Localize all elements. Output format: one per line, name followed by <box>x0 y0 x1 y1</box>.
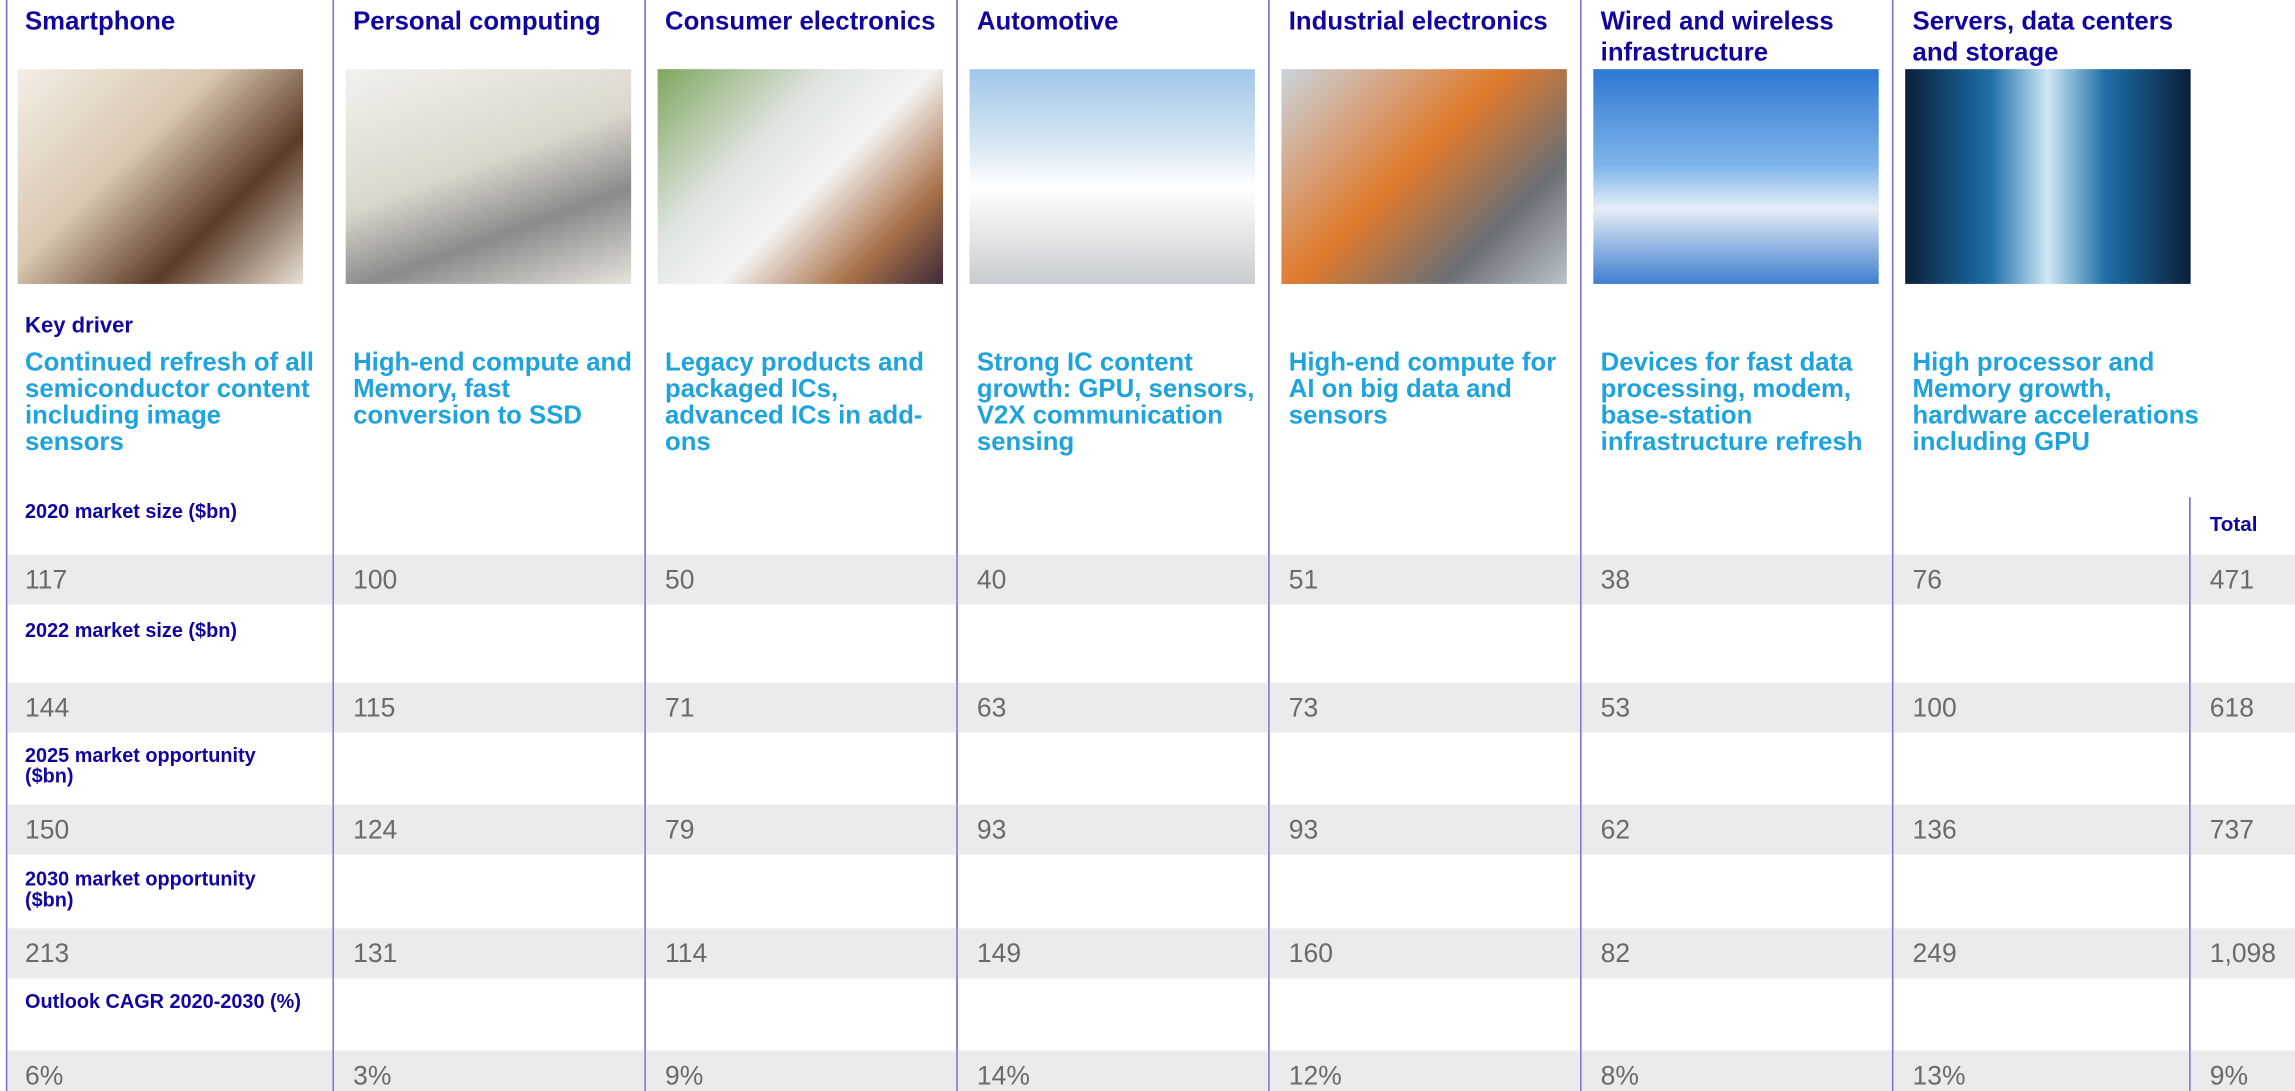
column-title: Servers, data centers and storage <box>1913 6 2215 68</box>
cell-value: 1,098 <box>2210 928 2276 978</box>
row-band <box>6 555 2295 605</box>
key-driver: High processor and Memory growth, hardwa… <box>1913 349 2207 455</box>
cell-value: 12% <box>1289 1050 1342 1091</box>
column-title: Industrial electronics <box>1289 6 1591 37</box>
cell-value: 50 <box>665 555 694 605</box>
cell-value: 82 <box>1601 928 1630 978</box>
key-driver: Strong IC content growth: GPU, sensors, … <box>977 349 1271 455</box>
column-title: Automotive <box>977 6 1279 37</box>
column-divider <box>332 0 333 1091</box>
cell-value: 160 <box>1289 928 1333 978</box>
column-image <box>1905 69 2190 284</box>
cell-value: 93 <box>977 805 1006 855</box>
column-divider <box>1892 0 1893 1091</box>
row-label: Outlook CAGR 2020-2030 (%) <box>25 992 305 1013</box>
cell-value: 100 <box>1913 683 1957 733</box>
column-divider <box>956 0 957 1091</box>
column-title: Smartphone <box>25 6 327 37</box>
column-title: Personal computing <box>353 6 655 37</box>
cell-value: 73 <box>1289 683 1318 733</box>
key-driver: Legacy products and packaged ICs, advanc… <box>665 349 959 455</box>
table: Smartphone Continued refresh of all semic… <box>0 0 2295 1091</box>
column-image <box>18 69 303 284</box>
column-image <box>970 69 1255 284</box>
key-driver-label: Key driver <box>25 313 133 338</box>
cell-value: 93 <box>1289 805 1318 855</box>
cell-value: 117 <box>25 555 67 605</box>
cell-value: 62 <box>1601 805 1630 855</box>
row-label: 2030 market opportunity ($bn) <box>25 869 305 910</box>
cell-value: 71 <box>665 683 694 733</box>
cell-value: 471 <box>2210 555 2254 605</box>
column-title: Consumer electronics <box>665 6 967 37</box>
cell-value: 76 <box>1913 555 1942 605</box>
row-label: 2025 market opportunity ($bn) <box>25 746 305 787</box>
key-driver: Devices for fast data processing, modem,… <box>1601 349 1895 455</box>
row-label: 2022 market size ($bn) <box>25 621 305 642</box>
column-image <box>346 69 631 284</box>
column-divider <box>1580 0 1581 1091</box>
cell-value: 13% <box>1913 1050 1966 1091</box>
cell-value: 149 <box>977 928 1021 978</box>
cell-value: 618 <box>2210 683 2254 733</box>
row-label: 2020 market size ($bn) <box>25 502 305 523</box>
key-driver: High-end compute and Memory, fast conver… <box>353 349 647 428</box>
key-driver: High-end compute for AI on big data and … <box>1289 349 1583 428</box>
cell-value: 114 <box>665 928 707 978</box>
page: {"key_driver_label": "Key driver", "tota… <box>0 0 2295 1091</box>
cell-value: 51 <box>1289 555 1318 605</box>
cell-value: 150 <box>25 805 69 855</box>
column-image <box>1281 69 1566 284</box>
cell-value: 213 <box>25 928 69 978</box>
cell-value: 9% <box>665 1050 703 1091</box>
cell-value: 79 <box>665 805 694 855</box>
column-image <box>1593 69 1878 284</box>
cell-value: 63 <box>977 683 1006 733</box>
cell-value: 53 <box>1601 683 1630 733</box>
cell-value: 6% <box>25 1050 63 1091</box>
column-title: Wired and wireless infrastructure <box>1601 6 1903 68</box>
total-label: Total <box>2210 512 2258 536</box>
cell-value: 3% <box>353 1050 391 1091</box>
column-divider <box>644 0 645 1091</box>
cell-value: 8% <box>1601 1050 1639 1091</box>
column-divider <box>1268 0 1269 1091</box>
cell-value: 124 <box>353 805 397 855</box>
cell-value: 14% <box>977 1050 1030 1091</box>
cell-value: 144 <box>25 683 69 733</box>
cell-value: 38 <box>1601 555 1630 605</box>
cell-value: 115 <box>353 683 395 733</box>
column-image <box>658 69 943 284</box>
cell-value: 249 <box>1913 928 1957 978</box>
cell-value: 737 <box>2210 805 2254 855</box>
cell-value: 40 <box>977 555 1006 605</box>
cell-value: 9% <box>2210 1050 2248 1091</box>
column-divider <box>6 0 7 1091</box>
column-divider <box>2189 497 2190 1091</box>
cell-value: 100 <box>353 555 397 605</box>
cell-value: 136 <box>1913 805 1957 855</box>
cell-value: 131 <box>353 928 397 978</box>
key-driver: Continued refresh of all semiconductor c… <box>25 349 319 455</box>
